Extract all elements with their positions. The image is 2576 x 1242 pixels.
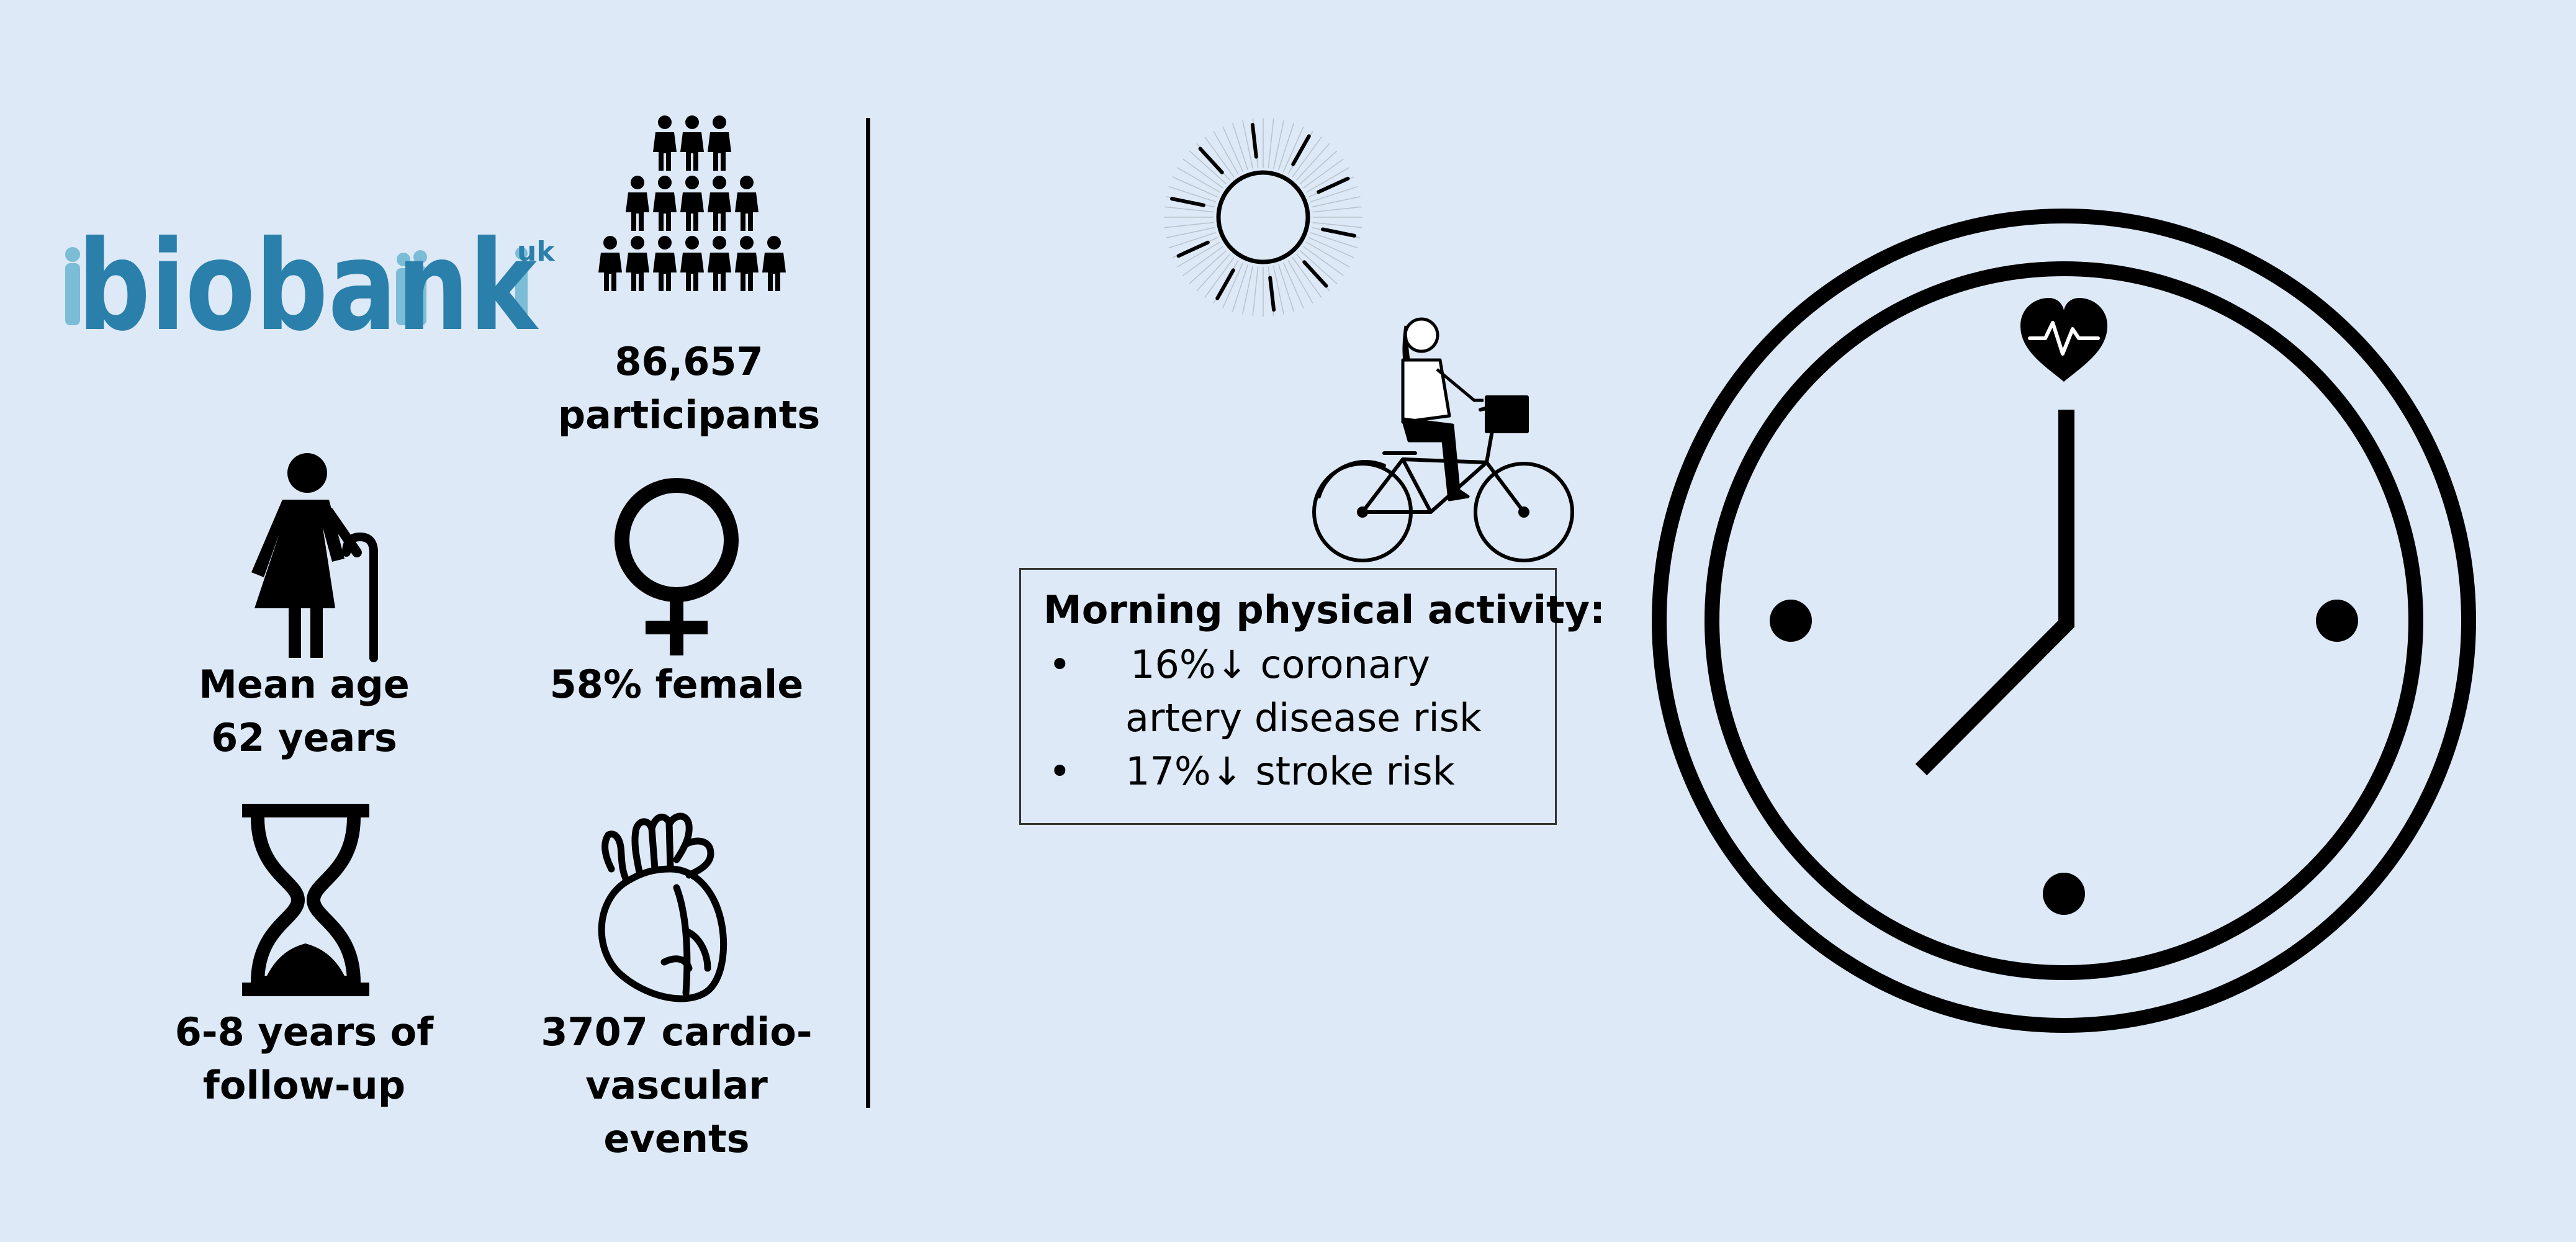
bullet-glyph: •	[1048, 749, 1071, 794]
sun-icon	[1164, 118, 1362, 317]
cyclist-icon	[1312, 317, 1574, 562]
stat-female: 58% female	[521, 658, 832, 711]
stat-followup-line-2: follow-up	[202, 1063, 406, 1108]
activity-box: Morning physical activity: • 16%↓ corona…	[1019, 568, 1605, 825]
stat-participants-label: participants	[557, 392, 821, 438]
logo-figures-icon	[65, 247, 528, 325]
stat-age-line-1: Mean age	[199, 662, 410, 707]
bullet-glyph: •	[1048, 642, 1071, 687]
stat-followup: 6-8 years of follow-up	[149, 1006, 459, 1112]
logo-wordmark: biobank	[78, 214, 539, 359]
stat-events-line-2: vascular events	[585, 1063, 768, 1161]
stat-events-line-1: 3707 cardio-	[541, 1009, 813, 1055]
stat-participants: 86,657 participants	[546, 335, 832, 442]
stat-followup-line-1: 6-8 years of	[174, 1009, 434, 1055]
bullet-line: 16%↓ coronary	[1130, 642, 1431, 687]
stat-female-value: 58% female	[549, 662, 804, 707]
clock-icon	[1652, 209, 2476, 1033]
stat-participants-value: 86,657	[615, 339, 763, 384]
elderly-woman-icon	[251, 453, 378, 662]
hourglass-icon	[242, 804, 369, 996]
anatomical-heart-icon	[598, 812, 727, 1002]
bullet-line: 17%↓ stroke risk	[1125, 749, 1455, 794]
heartbeat-icon	[2020, 298, 2107, 382]
stat-events: 3707 cardio- vascular events	[521, 1006, 832, 1166]
activity-title: Morning physical activity:	[1043, 587, 1605, 632]
list-item: • 16%↓ coronary artery disease risk	[1043, 638, 1533, 745]
stat-age-line-2: 62 years	[211, 715, 397, 760]
panel-divider	[866, 118, 870, 1108]
stat-age: Mean age 62 years	[149, 658, 459, 765]
biobank-logo: biobank uk	[59, 214, 568, 359]
clock-dot-6	[2043, 873, 2085, 915]
bullet-text: 17%↓ stroke risk	[1125, 745, 1533, 798]
female-symbol-icon	[615, 478, 739, 655]
list-item: • 17%↓ stroke risk	[1043, 745, 1533, 798]
clock-dot-3	[2316, 600, 2358, 642]
biobank-logo-graphic: biobank uk	[65, 214, 556, 359]
bullet-text: 16%↓ coronary artery disease risk	[1125, 638, 1533, 745]
clock-dot-9	[1770, 600, 1812, 642]
bullet-line: artery disease risk	[1125, 695, 1482, 740]
crowd-icon	[598, 115, 786, 291]
logo-superscript: uk	[517, 236, 556, 268]
